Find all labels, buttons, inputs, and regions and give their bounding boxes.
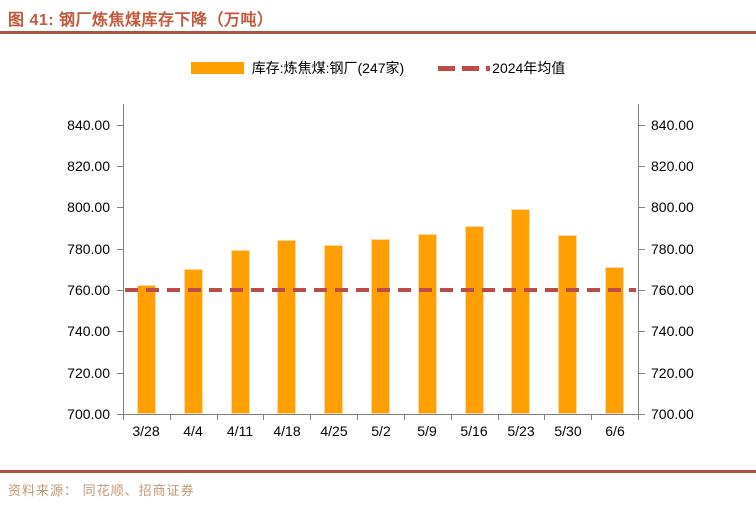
y-axis-label-right: 780.00 [651,241,694,257]
y-axis-tick-left [117,414,123,415]
y-axis-label-right: 800.00 [651,199,694,215]
source-text: 资料来源： 同花顺、招商证券 [8,483,195,498]
y-axis-tick-right [639,166,645,167]
x-axis-label: 3/28 [132,423,160,439]
bar-4/25 [324,245,343,414]
x-axis-tick [357,415,358,420]
y-axis-tick-left [117,249,123,250]
y-axis-label-right: 820.00 [651,158,694,174]
y-axis-tick-right [639,207,645,208]
x-axis-label: 6/6 [605,423,625,439]
y-axis-tick-right [639,125,645,126]
bar-5/16 [465,226,484,414]
y-axis-label-left: 800.00 [67,199,110,215]
y-axis-label-left: 840.00 [67,117,110,133]
bar-5/23 [511,209,530,414]
y-axis-tick-left [117,373,123,374]
legend: 库存:炼焦煤:钢厂(247家) 2024年均值 [0,58,756,78]
y-axis-tick-left [117,290,123,291]
y-axis-label-right: 720.00 [651,365,694,381]
x-axis-tick [263,415,264,420]
y-axis-label-right: 740.00 [651,323,694,339]
legend-series-label: 库存:炼焦煤:钢厂(247家) [251,60,405,76]
y-axis-tick-left [117,207,123,208]
bar-5/30 [558,235,577,414]
x-axis [123,414,639,415]
x-axis-tick [498,415,499,420]
x-axis-label: 4/4 [183,423,203,439]
bar-4/4 [184,269,203,414]
x-axis-tick [544,415,545,420]
y-axis-tick-left [117,166,123,167]
bar-3/28 [137,285,156,414]
bar-5/9 [418,234,437,414]
bar-4/11 [231,250,250,414]
y-axis-tick-right [639,290,645,291]
x-axis-tick [217,415,218,420]
legend-item-inventory: 库存:炼焦煤:钢厂(247家) [190,58,405,78]
figure-title: 图 41: 钢厂炼焦煤库存下降（万吨） [8,12,274,29]
x-axis-label: 5/23 [507,423,535,439]
y-axis-tick-right [639,414,645,415]
y-axis-tick-right [639,249,645,250]
y-axis-tick-left [117,125,123,126]
legend-mean-label: 2024年均值 [492,60,566,76]
x-axis-tick [404,415,405,420]
y-axis-label-right: 760.00 [651,282,694,298]
y-axis-label-left: 820.00 [67,158,110,174]
x-axis-tick [310,415,311,420]
mean-line [125,288,636,292]
y-axis-label-left: 780.00 [67,241,110,257]
y-axis-label-right: 700.00 [651,406,694,422]
bar-5/2 [371,239,390,414]
title-rule [0,31,756,34]
y-axis-label-left: 720.00 [67,365,110,381]
x-axis-tick [638,415,639,420]
y-axis-tick-right [639,331,645,332]
bar-4/18 [277,240,296,414]
x-axis-tick [451,415,452,420]
x-axis-label: 5/2 [371,423,391,439]
y-axis-left [123,104,124,419]
x-axis-tick [591,415,592,420]
bar-swatch-icon [190,62,244,74]
bar-6/6 [605,267,624,414]
x-axis-label: 5/16 [460,423,488,439]
legend-item-mean: 2024年均值 [438,58,565,78]
x-axis-label: 5/30 [554,423,582,439]
x-axis-label: 5/9 [417,423,437,439]
x-axis-label: 4/11 [226,423,254,439]
footer-rule [0,470,756,473]
y-axis-label-left: 700.00 [67,406,110,422]
x-axis-label: 4/18 [273,423,301,439]
y-axis-label-left: 760.00 [67,282,110,298]
dash-line-icon [438,65,491,71]
y-axis-label-right: 840.00 [651,117,694,133]
y-axis-right [638,104,639,419]
x-axis-tick [123,415,124,420]
x-axis-tick [170,415,171,420]
y-axis-tick-left [117,331,123,332]
y-axis-tick-right [639,373,645,374]
x-axis-label: 4/25 [320,423,348,439]
y-axis-label-left: 740.00 [67,323,110,339]
